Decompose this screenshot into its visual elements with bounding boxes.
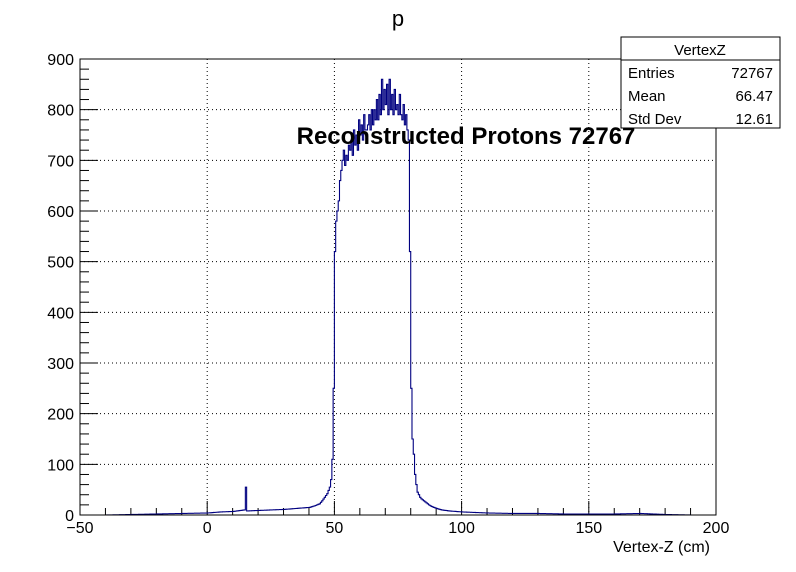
y-tick-label: 100 <box>47 457 74 474</box>
x-tick-label: 150 <box>575 520 602 537</box>
stats-mean-label: Mean <box>628 88 666 105</box>
plot-frame <box>79 58 717 516</box>
y-tick-label: 200 <box>47 407 74 424</box>
y-tick-label: 700 <box>47 153 74 170</box>
x-tick-label: 0 <box>203 520 212 537</box>
stats-box: VertexZ Entries 72767 Mean 66.47 Std Dev… <box>620 36 781 129</box>
y-tick-label: 0 <box>65 508 74 525</box>
x-tick-label: 100 <box>448 520 475 537</box>
y-tick-label: 300 <box>47 356 74 373</box>
y-tick-label: 800 <box>47 103 74 120</box>
x-tick-label: 50 <box>326 520 344 537</box>
stats-box-title: VertexZ <box>674 42 726 59</box>
histogram-layer <box>80 78 716 516</box>
y-tick-label: 400 <box>47 305 74 322</box>
y-tick-label: 900 <box>47 52 74 69</box>
stats-stddev-label: Std Dev <box>628 111 682 128</box>
y-tick-labels: 0 100 200 300 400 500 600 700 800 900 <box>47 52 74 525</box>
x-axis-label: Vertex-Z (cm) <box>613 539 710 556</box>
chart-title: p <box>392 6 404 31</box>
x-tick-label: 200 <box>703 520 730 537</box>
stats-mean-value: 66.47 <box>735 88 773 105</box>
x-tick-label: −50 <box>66 520 93 537</box>
stats-entries-label: Entries <box>628 65 675 82</box>
stats-box-frame <box>620 36 781 129</box>
stats-stddev-value: 12.61 <box>735 111 773 128</box>
y-tick-label: 600 <box>47 204 74 221</box>
x-tick-labels: −50 0 50 100 150 200 <box>66 520 729 537</box>
chart-annotation: Reconstructed Protons 72767 <box>297 123 636 150</box>
histogram-line <box>80 78 716 516</box>
stats-entries-value: 72767 <box>731 65 773 82</box>
y-tick-label: 500 <box>47 255 74 272</box>
